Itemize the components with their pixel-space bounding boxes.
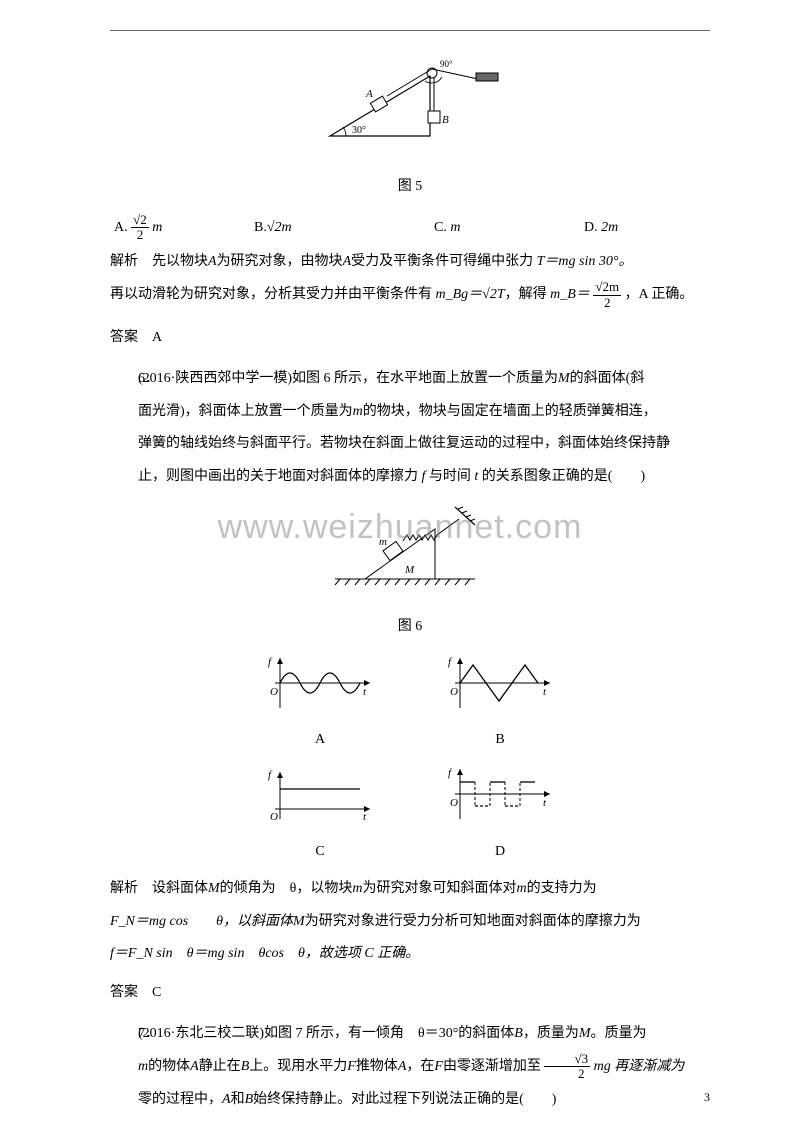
svg-text:t: t [363,686,367,698]
fig6-caption: 图 6 [110,612,710,643]
figure-6: M m [110,501,710,604]
fig5-caption: 图 5 [110,172,710,203]
label-B: B [442,114,449,126]
svg-text:f: f [448,767,453,779]
q6-line3: 弹簧的轴线始终与斜面平行。若物块在斜面上做往复运动的过程中，斜面体始终保持静 [110,429,710,460]
svg-text:M: M [404,564,415,576]
opt-B: B.√2m [254,213,434,244]
svg-text:f: f [268,656,273,668]
top-rule [110,30,710,31]
svg-text:O: O [450,686,458,698]
panel-A: ftO A [250,653,390,757]
page-number: 3 [704,1084,710,1110]
figure-5: 30° A B 90° [110,51,710,164]
svg-text:t: t [543,797,547,809]
q5-options: A. √22 m B.√2m C. m D. 2m [110,213,710,244]
q7-line2: m的物体A静止在B上。现用水平力F推物体A，在F由零逐渐增加至 √32 mg 再… [110,1052,710,1083]
svg-text:O: O [450,797,458,809]
label-A: A [365,88,373,100]
q6-analysis-3: f＝F_N sin θ＝mg sin θcos θ，故选项 C 正确。 [110,939,710,970]
q6-line2: 面光滑)，斜面体上放置一个质量为m的物块，物块与固定在墙面上的轻质弹簧相连， [110,397,710,428]
q5-analysis-2: 再以动滑轮为研究对象，分析其受力并由平衡条件有 m_Bg＝√2T，解得 m_B＝… [110,280,710,311]
opt-D: D. 2m [584,213,618,244]
panel-C: ftO C [250,764,390,868]
q6-line4: 止，则图中画出的关于地面对斜面体的摩擦力 f 与时间 t 的关系图象正确的是( … [110,462,710,493]
q6-answer: 答案 C [110,978,710,1009]
angle-90: 90° [440,59,453,69]
q6-analysis-2: F_N＝mg cos θ，以斜面体M为研究对象进行受力分析可知地面对斜面体的摩擦… [110,907,710,938]
svg-text:O: O [270,811,278,823]
q6-line1: 6．(2016·陕西西郊中学一模)如图 6 所示，在水平地面上放置一个质量为M的… [110,364,710,395]
q6-analysis-1: 解析 设斜面体M的倾角为 θ，以物块m为研究对象可知斜面体对m的支持力为 [110,874,710,905]
panel-D: ftO D [430,764,570,868]
svg-text:m: m [379,536,387,548]
panel-B: ftO B [430,653,570,757]
opt-C: C. m [434,213,584,244]
q7-line1: 7．(2016·东北三校二联)如图 7 所示，有一倾角 θ＝30°的斜面体B，质… [110,1019,710,1050]
svg-text:O: O [270,686,278,698]
q7-line3: 零的过程中，A和B始终保持静止。对此过程下列说法正确的是( ) [110,1085,710,1116]
svg-text:f: f [268,769,273,781]
svg-text:t: t [543,686,547,698]
angle-30: 30° [352,125,366,136]
svg-text:f: f [448,656,453,668]
svg-text:t: t [363,811,367,823]
q5-answer: 答案 A [110,323,710,354]
q5-analysis-1: 解析 先以物块A为研究对象，由物块A受力及平衡条件可得绳中张力 T＝mg sin… [110,247,710,278]
opt-A: A. √22 m [114,213,254,244]
fig6-panels: ftO A ftO B ftO C ftO D [250,653,570,868]
